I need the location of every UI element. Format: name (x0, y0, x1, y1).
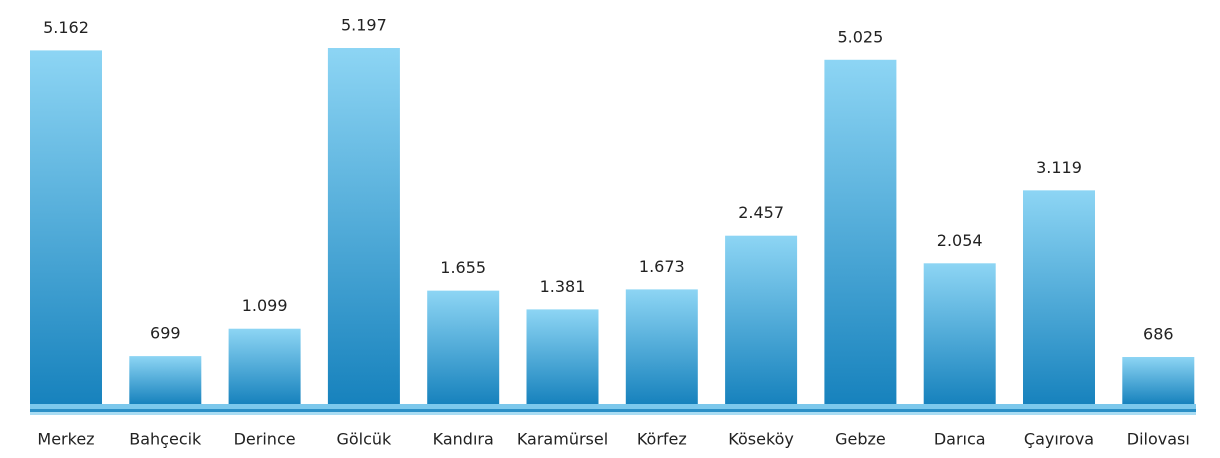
value-label: 686 (1143, 325, 1174, 344)
bar (725, 235, 798, 404)
bar (526, 309, 599, 404)
bar (923, 263, 996, 404)
bar (1122, 357, 1195, 404)
x-tick-label: Merkez (37, 430, 94, 449)
x-tick-label: Dilovası (1127, 430, 1190, 449)
bar (1023, 190, 1095, 404)
x-tick-label: Gölcük (336, 430, 392, 449)
value-label: 1.099 (242, 296, 288, 315)
x-tick-label: Darıca (934, 430, 986, 449)
baseline-shadow (30, 412, 1196, 415)
value-label: 699 (150, 324, 181, 343)
x-tick-label: Çayırova (1024, 430, 1094, 449)
bar (625, 289, 698, 404)
value-label: 1.381 (540, 277, 586, 296)
x-tick-label: Karamürsel (517, 430, 608, 449)
baseline-band (30, 404, 1196, 409)
bar (824, 59, 897, 405)
value-label: 5.162 (43, 18, 89, 37)
x-tick-label: Kandıra (433, 430, 494, 449)
value-label: 1.673 (639, 257, 685, 276)
value-label: 1.655 (440, 258, 486, 277)
x-tick-label: Derince (234, 430, 296, 449)
bars (30, 48, 1195, 405)
bar (129, 356, 202, 404)
bar (427, 290, 500, 404)
bar (228, 328, 301, 404)
x-tick-label: Köseköy (728, 430, 794, 449)
x-tick-label: Gebze (835, 430, 886, 449)
x-tick-label: Bahçecik (129, 430, 202, 449)
value-label: 2.054 (937, 231, 983, 250)
value-label: 3.119 (1036, 158, 1082, 177)
value-label: 2.457 (738, 203, 784, 222)
value-label: 5.025 (837, 27, 883, 46)
x-tick-label: Körfez (637, 430, 687, 449)
bar (327, 48, 400, 404)
bar (30, 50, 102, 405)
baseline (30, 409, 1196, 412)
value-label: 5.197 (341, 16, 387, 35)
